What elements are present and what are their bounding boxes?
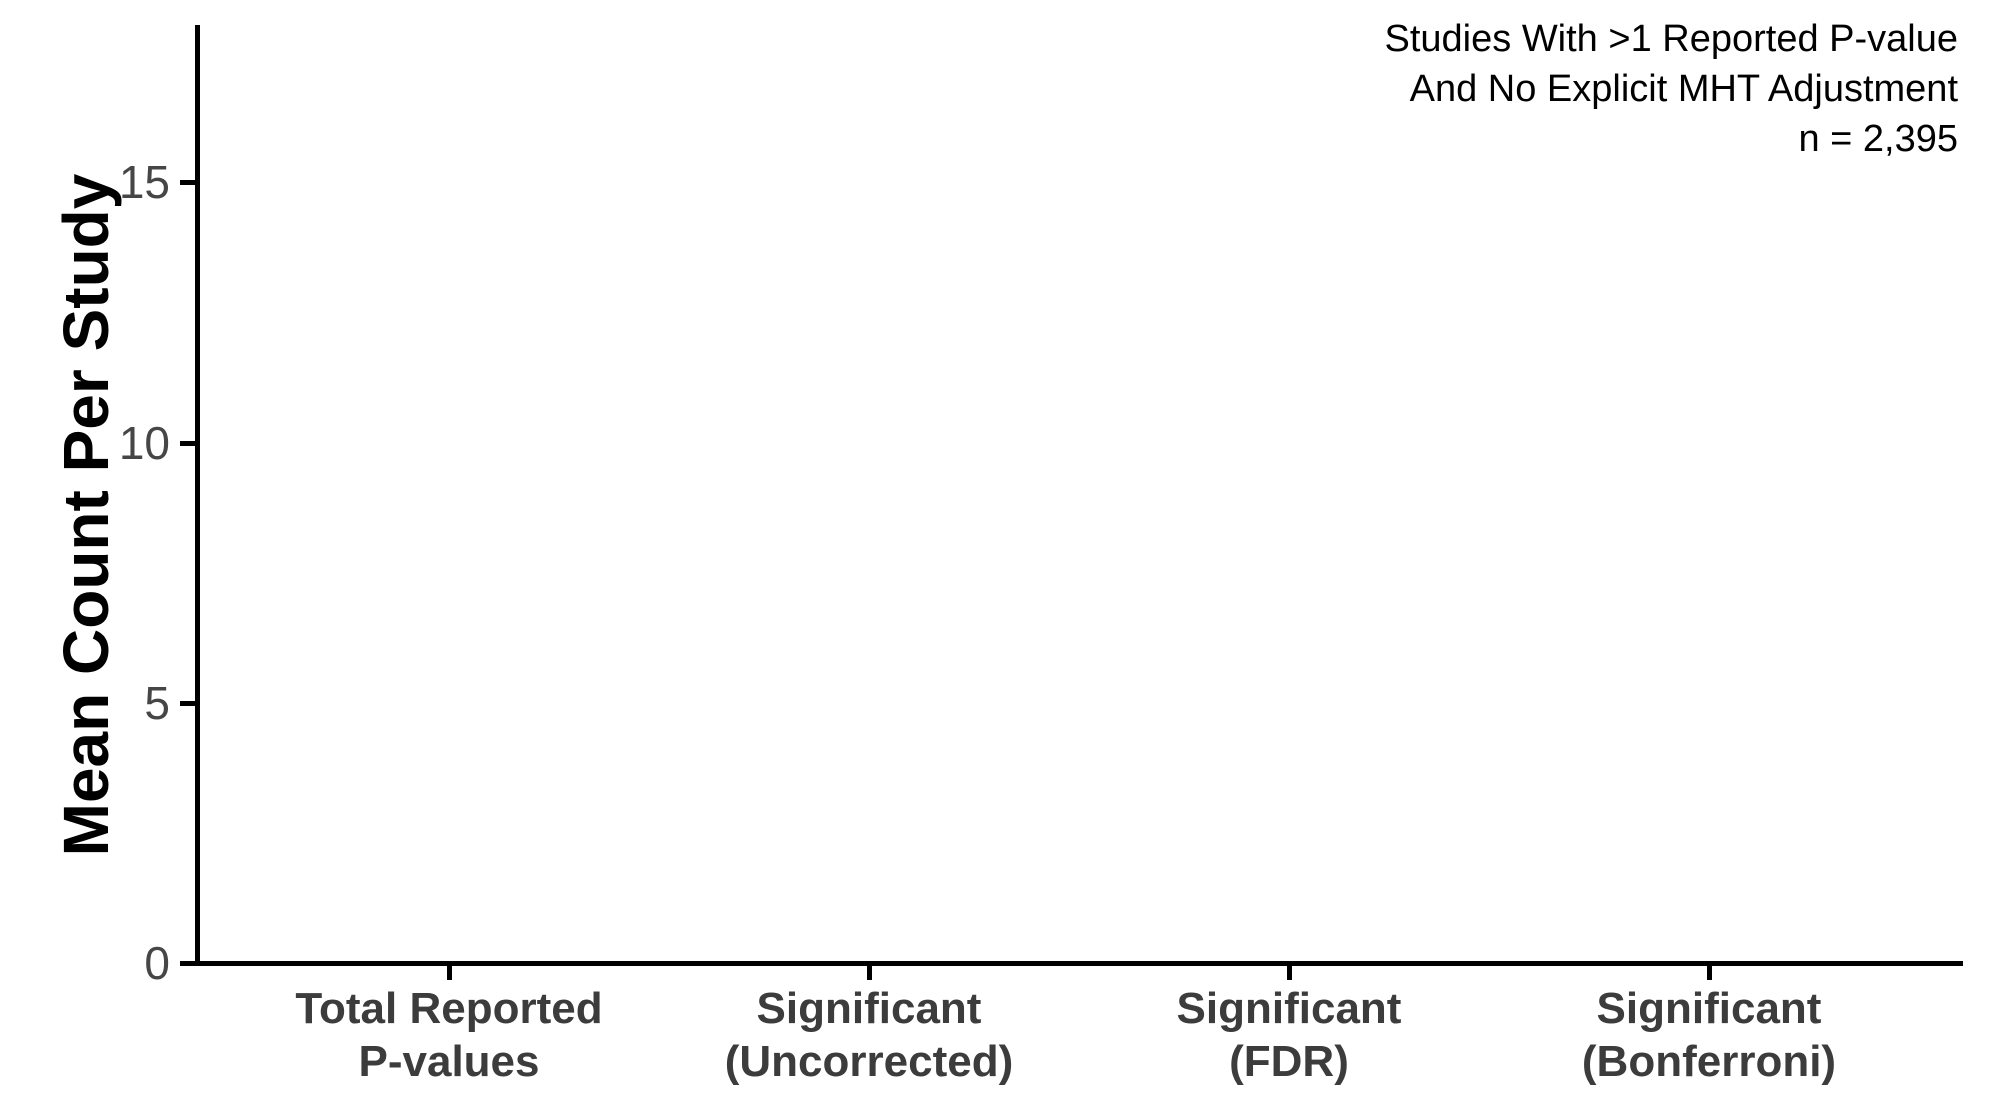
x-category-label-significant-fdr: Significant (FDR) bbox=[1049, 982, 1529, 1088]
x-tick-1 bbox=[447, 966, 452, 980]
annotation-line-3: n = 2,395 bbox=[1798, 118, 1958, 160]
y-tick-label-0: 0 bbox=[144, 937, 170, 989]
x-category-line-2: (Uncorrected) bbox=[724, 1037, 1014, 1086]
y-axis-title: Mean Count Per Study bbox=[50, 173, 122, 857]
x-tick-3 bbox=[1287, 966, 1292, 980]
x-category-line-2: P-values bbox=[358, 1037, 540, 1086]
x-category-label-significant-uncorrected: Significant (Uncorrected) bbox=[629, 982, 1109, 1088]
x-category-line-1: Significant bbox=[1176, 984, 1402, 1033]
x-category-label-significant-bonferroni: Significant (Bonferroni) bbox=[1469, 982, 1949, 1088]
y-tick-5 bbox=[180, 701, 195, 706]
x-axis-line bbox=[195, 961, 1963, 966]
y-tick-label-10: 10 bbox=[118, 417, 170, 469]
annotation-line-1: Studies With >1 Reported P-value bbox=[1384, 18, 1958, 60]
y-tick-label-5: 5 bbox=[144, 677, 170, 729]
plot-panel bbox=[200, 25, 1963, 961]
annotation-line-2: And No Explicit MHT Adjustment bbox=[1409, 68, 1958, 110]
y-tick-0 bbox=[180, 961, 195, 966]
x-category-line-1: Total Reported bbox=[295, 984, 603, 1033]
x-category-line-2: (FDR) bbox=[1229, 1037, 1349, 1086]
y-axis-line bbox=[195, 25, 200, 966]
x-tick-4 bbox=[1707, 966, 1712, 980]
x-tick-2 bbox=[867, 966, 872, 980]
chart-annotation: Studies With >1 Reported P-value And No … bbox=[1385, 14, 1958, 164]
x-category-line-1: Significant bbox=[1596, 984, 1822, 1033]
y-tick-label-15: 15 bbox=[118, 156, 170, 208]
x-category-label-total-reported: Total Reported P-values bbox=[209, 982, 689, 1088]
x-category-line-2: (Bonferroni) bbox=[1581, 1037, 1837, 1086]
y-tick-10 bbox=[180, 441, 195, 446]
y-tick-15 bbox=[180, 180, 195, 185]
x-category-line-1: Significant bbox=[756, 984, 982, 1033]
